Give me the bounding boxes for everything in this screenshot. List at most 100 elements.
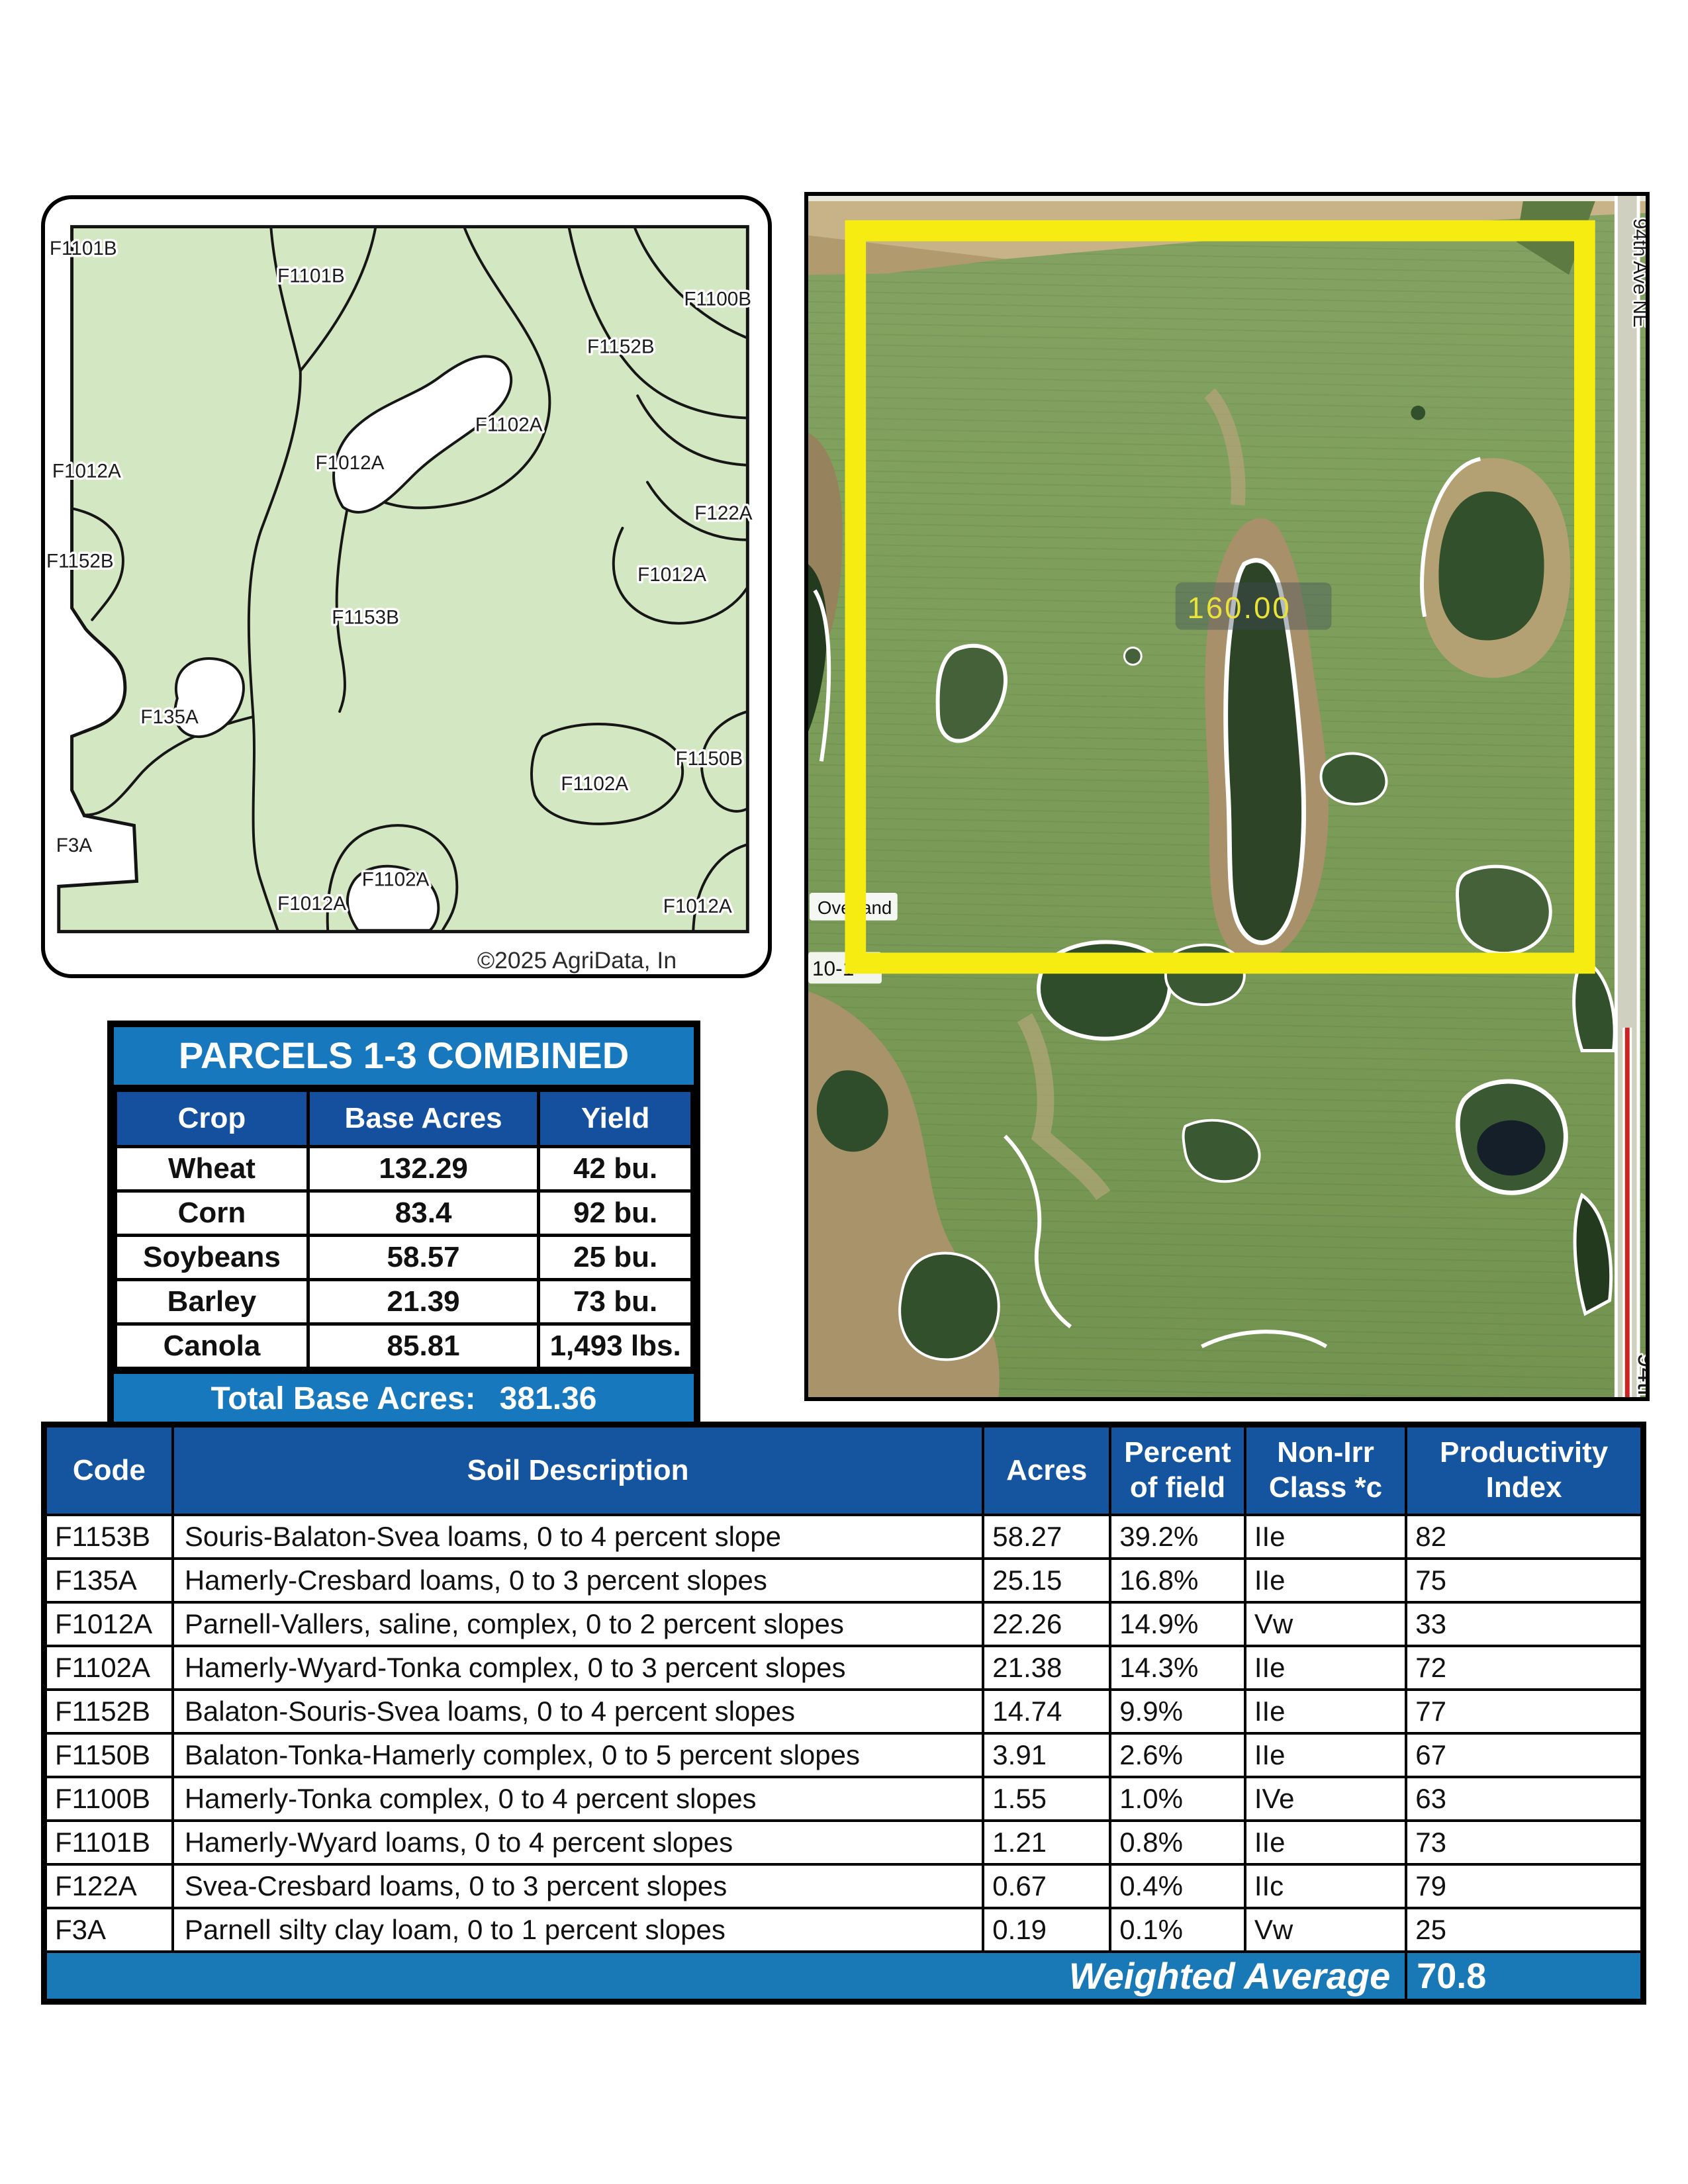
soil-table-head: Code Soil Description Acres Percent of f… <box>42 1423 1645 1516</box>
soil-cell-percent: 9.9% <box>1109 1688 1246 1735</box>
map-label: F1152B <box>587 336 655 358</box>
road-label-94th: 94th <box>1632 1353 1646 1397</box>
crop-row: Barley 21.39 73 bu. <box>114 1278 694 1326</box>
soil-cell-class: Vw <box>1243 1907 1408 1953</box>
soil-cell-code: F1152B <box>42 1688 174 1735</box>
aerial-bottomleft-marsh <box>808 991 1328 1397</box>
aerial-right-road <box>1614 196 1640 1397</box>
parcel-boundary-yellow <box>845 220 1595 974</box>
soil-header-nonirr-class: Non-Irr Class *c <box>1243 1423 1408 1516</box>
soil-cell-productivity: 73 <box>1405 1819 1645 1866</box>
soil-cell-description: Hamerly-Wyard loams, 0 to 4 percent slop… <box>171 1819 985 1866</box>
crop-grid-body: Wheat 132.29 42 bu. Corn 83.4 92 bu. Soy… <box>114 1145 694 1370</box>
soil-cell-percent: 1.0% <box>1109 1776 1246 1822</box>
soil-cell-description: Parnell-Vallers, saline, complex, 0 to 2… <box>171 1601 985 1647</box>
soil-header-acres: Acres <box>982 1423 1112 1516</box>
map-water-holes <box>173 355 512 932</box>
crop-table: PARCELS 1-3 COMBINED Crop Base Acres Yie… <box>107 1021 700 1430</box>
soil-cell-class: Vw <box>1243 1601 1408 1647</box>
soil-cell-description: Balaton-Souris-Svea loams, 0 to 4 percen… <box>171 1688 985 1735</box>
crop-cell-name: Corn <box>114 1189 310 1237</box>
soil-cell-acres: 58.27 <box>982 1514 1112 1560</box>
crop-cell-yield: 73 bu. <box>537 1278 694 1326</box>
soil-table-foot: Weighted Average 70.8 <box>42 1950 1645 2003</box>
soil-header-code: Code <box>42 1423 174 1516</box>
soil-cell-code: F122A <box>42 1863 174 1909</box>
soil-row: F122A Svea-Cresbard loams, 0 to 3 percen… <box>42 1863 1645 1909</box>
soil-row: F1100B Hamerly-Tonka complex, 0 to 4 per… <box>42 1776 1645 1822</box>
soil-cell-acres: 14.74 <box>982 1688 1112 1735</box>
soil-cell-description: Hamerly-Cresbard loams, 0 to 3 percent s… <box>171 1557 985 1604</box>
soil-cell-percent: 0.8% <box>1109 1819 1246 1866</box>
soil-cell-acres: 25.15 <box>982 1557 1112 1604</box>
soil-row: F1102A Hamerly-Wyard-Tonka complex, 0 to… <box>42 1645 1645 1691</box>
crop-grid-head: Crop Base Acres Yield <box>114 1089 694 1148</box>
crop-row: Canola 85.81 1,493 lbs. <box>114 1322 694 1370</box>
weighted-average-row: Weighted Average 70.8 <box>42 1950 1645 2003</box>
soil-table-section: Code Soil Description Acres Percent of f… <box>41 1422 1646 2005</box>
soil-cell-percent: 16.8% <box>1109 1557 1246 1604</box>
soil-cell-code: F1100B <box>42 1776 174 1822</box>
map-label: F1102A <box>362 868 430 890</box>
soil-cell-acres: 1.21 <box>982 1819 1112 1866</box>
soil-cell-class: IIe <box>1243 1688 1408 1735</box>
soil-map: ©2025 AgriData, In F1101B F1101B F1100B F11… <box>45 225 755 974</box>
soil-row: F1012A Parnell-Vallers, saline, complex,… <box>42 1601 1645 1647</box>
soil-cell-percent: 2.6% <box>1109 1732 1246 1778</box>
soil-cell-description: Hamerly-Tonka complex, 0 to 4 percent sl… <box>171 1776 985 1822</box>
map-label: F1153B <box>332 606 399 628</box>
soil-header-percent: Percent of field <box>1109 1423 1246 1516</box>
aerial-small-ponds <box>935 643 1552 956</box>
map-label: F1012A <box>637 564 706 586</box>
map-label: F122A <box>694 502 753 524</box>
soil-cell-productivity: 67 <box>1405 1732 1645 1778</box>
soil-cell-description: Souris-Balaton-Svea loams, 0 to 4 percen… <box>171 1514 985 1560</box>
crop-row: Soybeans 58.57 25 bu. <box>114 1234 694 1281</box>
soil-cell-code: F1012A <box>42 1601 174 1647</box>
crop-cell-base-acres: 132.29 <box>306 1145 541 1193</box>
soil-cell-class: IIe <box>1243 1819 1408 1866</box>
crop-row: Wheat 132.29 42 bu. <box>114 1145 694 1193</box>
soil-cell-productivity: 33 <box>1405 1601 1645 1647</box>
soil-cell-percent: 14.3% <box>1109 1645 1246 1691</box>
soil-cell-code: F1150B <box>42 1732 174 1778</box>
crop-header-crop: Crop <box>114 1089 310 1148</box>
crop-cell-name: Soybeans <box>114 1234 310 1281</box>
soil-cell-description: Hamerly-Wyard-Tonka complex, 0 to 3 perc… <box>171 1645 985 1691</box>
soil-row: F1101B Hamerly-Wyard loams, 0 to 4 perce… <box>42 1819 1645 1866</box>
soil-cell-class: IIe <box>1243 1557 1408 1604</box>
soil-cell-acres: 22.26 <box>982 1601 1112 1647</box>
crop-row: Corn 83.4 92 bu. <box>114 1189 694 1237</box>
soil-cell-acres: 21.38 <box>982 1645 1112 1691</box>
soil-row: F135A Hamerly-Cresbard loams, 0 to 3 per… <box>42 1557 1645 1604</box>
soil-cell-productivity: 25 <box>1405 1907 1645 1953</box>
soil-cell-percent: 0.1% <box>1109 1907 1246 1953</box>
map-copyright: ©2025 AgriData, In <box>477 947 677 974</box>
soil-cell-class: IIe <box>1243 1514 1408 1560</box>
map-label: F1152B <box>46 550 114 572</box>
map-label: F1101B <box>277 265 345 287</box>
soil-boundaries <box>70 225 749 933</box>
map-label: F1100B <box>684 288 751 310</box>
map-label: F1012A <box>663 895 732 917</box>
soil-header-productivity: Productivity Index <box>1405 1423 1645 1516</box>
crop-cell-base-acres: 83.4 <box>306 1189 541 1237</box>
soil-cell-class: IVe <box>1243 1776 1408 1822</box>
soil-header-description: Soil Description <box>171 1423 985 1516</box>
aerial-left-wetland <box>808 432 843 762</box>
soil-header-row: Code Soil Description Acres Percent of f… <box>42 1423 1645 1516</box>
map-label: F1012A <box>52 461 121 482</box>
map-label: F1102A <box>561 773 628 795</box>
soil-cell-percent: 0.4% <box>1109 1863 1246 1909</box>
crop-cell-yield: 25 bu. <box>537 1234 694 1281</box>
soil-cell-code: F3A <box>42 1907 174 1953</box>
soil-cell-acres: 0.19 <box>982 1907 1112 1953</box>
soil-cell-description: Balaton-Tonka-Hamerly complex, 0 to 5 pe… <box>171 1732 985 1778</box>
map-label: F1012A <box>316 452 385 474</box>
soil-map-field <box>57 225 749 934</box>
crop-cell-base-acres: 58.57 <box>306 1234 541 1281</box>
crop-cell-name: Barley <box>114 1278 310 1326</box>
acreage-label-shadow <box>1175 582 1332 630</box>
soil-cell-class: IIe <box>1243 1645 1408 1691</box>
crop-table-footer: Total Base Acres: 381.36 <box>114 1370 694 1424</box>
